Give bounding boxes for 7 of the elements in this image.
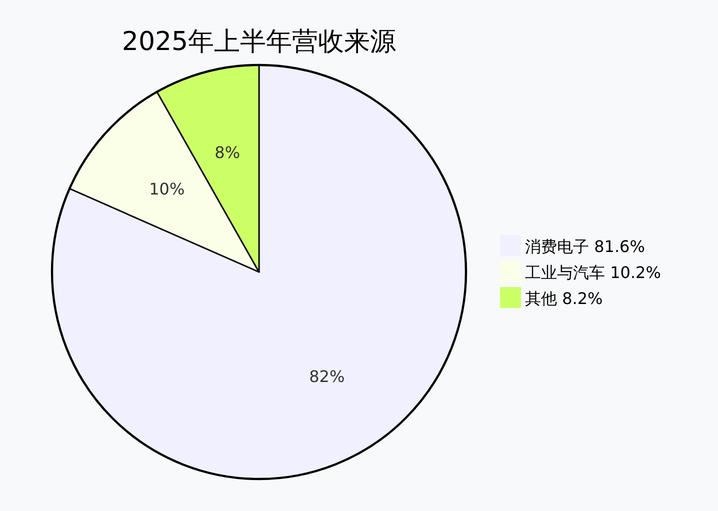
data-label: 8%: [214, 142, 240, 162]
legend-label: 工业与汽车 10.2%: [525, 263, 661, 282]
legend-label: 其他 8.2%: [525, 289, 603, 308]
data-label: 82%: [309, 367, 345, 386]
chart-title: 2025年上半年营收来源: [122, 27, 396, 57]
slice-label: 消费电子 81.6%: [525, 237, 645, 256]
data-label: 10%: [149, 180, 185, 199]
